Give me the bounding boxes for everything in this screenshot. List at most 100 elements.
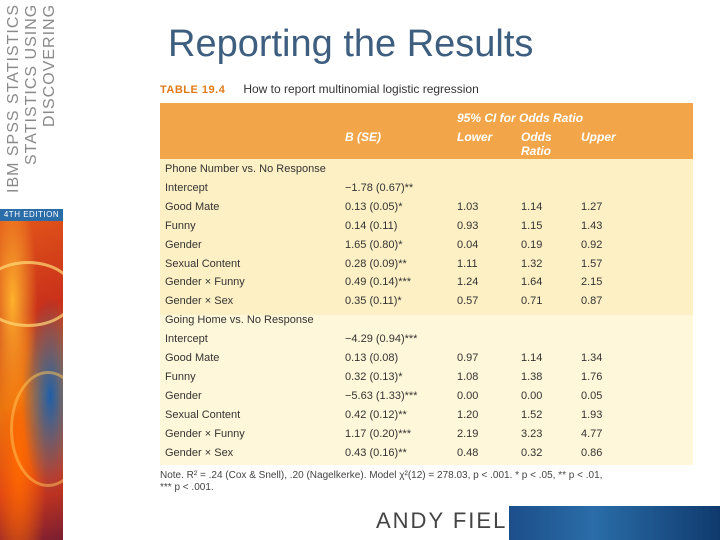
cell-label: Gender × Funny [165,427,245,440]
cell-lower: 2.19 [457,427,479,440]
table-row: Intercept −1.78 (0.67)** [160,179,693,197]
cell-label: Phone Number vs. No Response [165,163,326,175]
cell-label: Going Home vs. No Response [165,314,314,327]
cell-upper: 0.87 [581,295,603,308]
cell-b: 0.13 (0.05)* [345,200,403,213]
cell-b: 0.42 (0.12)** [345,408,407,421]
spine-line-3: IBM SPSS STATISTICS [5,4,22,194]
cell-upper: 1.76 [581,370,603,383]
spine-line-2: STATISTICS USING [23,4,40,166]
cell-label: Gender [165,389,202,402]
cell-upper: 1.93 [581,408,603,421]
table-row: Gender 1.65 (0.80)* 0.04 0.19 0.92 [160,236,693,254]
cell-label: Intercept [165,181,208,194]
results-table: 95% CI for Odds Ratio B (SE) Lower Odds … [160,103,693,465]
cell-or: 1.64 [521,276,543,289]
cell-label: Funny [165,370,196,383]
cell-lower: 1.08 [457,370,479,383]
cell-upper: 1.43 [581,219,603,232]
cell-b: 0.32 (0.13)* [345,370,403,383]
cell-upper: 2.15 [581,276,603,289]
section-going-home [160,315,693,465]
cell-b: −5.63 (1.33)*** [345,389,418,402]
cell-lower: 0.97 [457,352,479,364]
cell-label: Intercept [165,333,208,346]
cell-upper: 0.86 [581,446,603,459]
ci-header: 95% CI for Odds Ratio [457,111,584,125]
cell-label: Sexual Content [165,408,241,421]
cell-or: 1.38 [521,370,543,383]
cell-b: 1.65 (0.80)* [345,238,403,251]
edition-band: 4TH EDITION [0,209,63,221]
spine-line-1: DISCOVERING [41,4,58,128]
cell-upper: 4.77 [581,427,603,440]
table-row: Gender × Funny 1.17 (0.20)*** 2.19 3.23 4.77 [160,425,693,443]
table-header: 95% CI for Odds Ratio B (SE) Lower Odds … [160,103,693,159]
cell-b: 0.43 (0.16)** [345,446,407,459]
b-se-header: B (SE) [345,130,381,144]
table-row: Going Home vs. No Response [160,311,693,329]
cell-lower: 0.48 [457,446,479,459]
table-row: Funny 0.32 (0.13)* 1.08 1.38 1.76 [160,368,693,386]
cell-lower: 1.24 [457,276,479,289]
cell-or: 0.32 [521,446,543,459]
cell-upper: 1.57 [581,257,603,270]
cell-lower: 1.20 [457,408,479,421]
cell-upper: 0.92 [581,238,603,251]
corner-artwork [509,506,720,540]
table-row: Phone Number vs. No Response [160,160,693,178]
table-caption-text: How to report multinomial logistic regre… [243,82,479,96]
cell-b: 0.28 (0.09)** [345,257,407,270]
cell-b: 1.17 (0.20)*** [345,427,412,440]
table-row: Intercept −4.29 (0.94)*** [160,330,693,348]
cell-upper: 1.27 [581,200,603,213]
cell-lower: 1.11 [457,257,478,270]
table-row: Sexual Content 0.28 (0.09)** 1.11 1.32 1.57 [160,255,693,273]
cell-b: 0.49 (0.14)*** [345,276,412,289]
slide-title: Reporting the Results [168,23,534,65]
cell-b: −1.78 (0.67)** [345,181,414,194]
table-number: TABLE 19.4 [160,84,226,96]
cell-lower: 0.57 [457,295,479,308]
cell-upper: 0.05 [581,389,603,402]
book-spine: DISCOVERING STATISTICS USING IBM SPSS ST… [0,0,63,540]
table-row: Good Mate 0.13 (0.08) 0.97 1.14 1.34 [160,349,693,367]
table-row: Gender × Sex 0.35 (0.11)* 0.57 0.71 0.87 [160,292,693,310]
odds-ratio-header: Odds Ratio [521,130,552,158]
cell-lower: 0.00 [457,389,479,402]
table-row: Gender −5.63 (1.33)*** 0.00 0.00 0.05 [160,387,693,405]
table-note: Note. R² = .24 (Cox & Snell), .20 (Nagel… [160,470,603,493]
table-row: Good Mate 0.13 (0.05)* 1.03 1.14 1.27 [160,198,693,216]
table-row: Gender × Sex 0.43 (0.16)** 0.48 0.32 0.86 [160,444,693,462]
cell-or: 1.32 [521,257,543,270]
cell-lower: 1.03 [457,200,479,213]
cell-b: 0.35 (0.11)* [345,295,402,308]
cell-or: 0.19 [521,238,543,251]
book-title-vertical: DISCOVERING STATISTICS USING IBM SPSS ST… [0,0,63,207]
cell-b: 0.14 (0.11) [345,219,398,232]
cell-lower: 0.04 [457,238,479,251]
cell-or: 0.00 [521,389,543,402]
cover-artwork [0,221,63,540]
cell-or: 1.52 [521,408,543,421]
lower-header: Lower [457,130,493,144]
upper-header: Upper [581,130,616,144]
cell-b: 0.13 (0.08) [345,352,399,364]
cell-b: −4.29 (0.94)*** [345,333,418,346]
cell-label: Gender [165,238,202,251]
table-row: Sexual Content 0.42 (0.12)** 1.20 1.52 1.93 [160,406,693,424]
cell-label: Gender × Sex [165,446,234,459]
cell-label: Good Mate [165,200,220,213]
cell-or: 3.23 [521,427,543,440]
cell-label: Good Mate [165,352,220,364]
author-name: ANDY FIELD [376,508,526,533]
cell-lower: 0.93 [457,219,479,232]
cell-or: 1.14 [521,200,543,213]
table-caption: TABLE 19.4 How to report multinomial logi… [160,82,479,96]
cell-label: Sexual Content [165,257,241,270]
cell-label: Funny [165,219,196,232]
cell-or: 0.71 [521,295,543,308]
cell-or: 1.15 [521,219,543,232]
table-row: Funny 0.14 (0.11) 0.93 1.15 1.43 [160,217,693,235]
cell-label: Gender × Sex [165,295,234,308]
